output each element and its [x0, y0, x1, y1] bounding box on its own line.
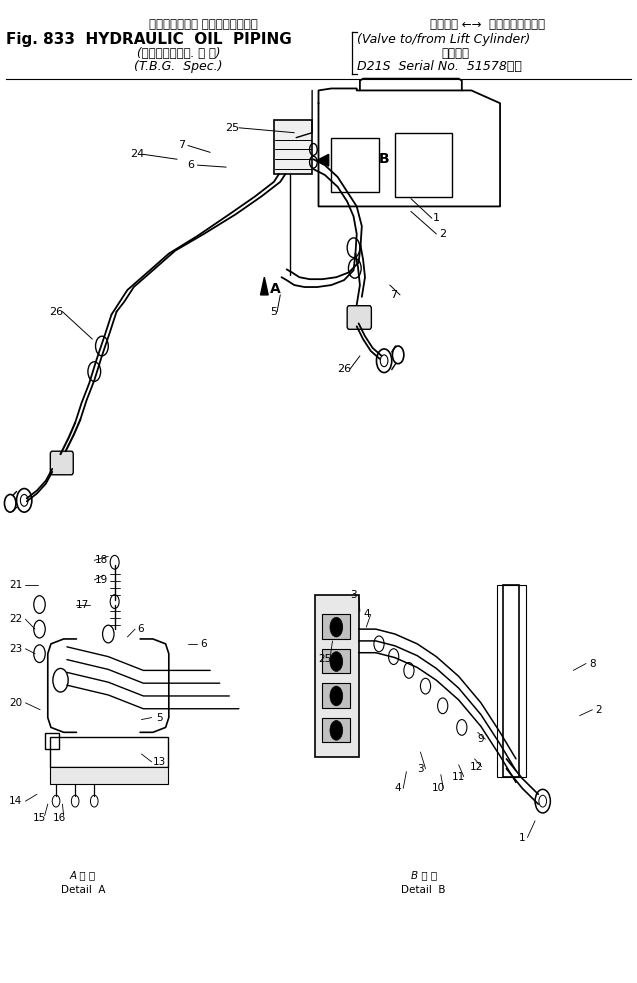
Text: Detail  A: Detail A	[61, 885, 105, 895]
Bar	[322, 718, 350, 742]
Text: Detail  B: Detail B	[401, 885, 446, 895]
Text: 3: 3	[417, 764, 424, 774]
Text: 2: 2	[439, 229, 447, 239]
Bar	[274, 120, 312, 174]
Circle shape	[330, 652, 343, 671]
Text: (ティービージー. 仕 様): (ティービージー. 仕 様)	[136, 46, 220, 60]
Text: 6: 6	[137, 624, 143, 634]
Text: 25: 25	[318, 654, 331, 664]
Text: 6: 6	[201, 639, 207, 649]
Text: (T.B.G.  Spec.): (T.B.G. Spec.)	[134, 60, 222, 74]
Text: (Valve to/from Lift Cylinder): (Valve to/from Lift Cylinder)	[357, 32, 530, 46]
Text: B: B	[379, 152, 390, 166]
Bar	[50, 767, 168, 784]
Polygon shape	[317, 154, 329, 166]
Bar	[50, 737, 168, 767]
Text: 26: 26	[49, 307, 63, 317]
Text: 1: 1	[519, 833, 526, 842]
Text: 11: 11	[452, 772, 465, 781]
Text: 15: 15	[33, 813, 46, 823]
Text: A: A	[269, 282, 280, 296]
Text: 17: 17	[76, 600, 89, 609]
Text: B 詳 細: B 詳 細	[410, 870, 437, 880]
Bar	[45, 733, 59, 749]
Text: 21: 21	[10, 580, 22, 590]
Text: Fig. 833  HYDRAULIC  OIL  PIPING: Fig. 833 HYDRAULIC OIL PIPING	[6, 31, 292, 47]
Text: 10: 10	[432, 783, 445, 793]
Bar	[395, 133, 452, 197]
Text: 23: 23	[10, 644, 22, 654]
Circle shape	[330, 617, 343, 637]
Text: 5: 5	[156, 713, 162, 723]
Bar	[322, 614, 350, 639]
Bar	[322, 649, 350, 673]
Circle shape	[330, 686, 343, 706]
Text: 16: 16	[53, 813, 66, 823]
Bar	[503, 585, 519, 777]
Text: 25: 25	[225, 123, 240, 133]
Text: 14: 14	[10, 796, 22, 806]
Bar	[315, 595, 359, 757]
FancyBboxPatch shape	[50, 451, 73, 475]
Text: ハイドロリック オイルパイピング: ハイドロリック オイルパイピング	[150, 18, 258, 31]
Text: 4: 4	[363, 609, 369, 619]
Bar	[497, 585, 526, 777]
Text: 7: 7	[178, 141, 185, 150]
Text: 13: 13	[153, 757, 166, 767]
Text: 22: 22	[10, 614, 22, 624]
Text: （バルブ ←→  リフトシリンダ）: （バルブ ←→ リフトシリンダ）	[430, 18, 545, 31]
Text: 2: 2	[596, 705, 602, 715]
Text: 8: 8	[589, 659, 596, 668]
Text: 適用号機: 適用号機	[441, 46, 469, 60]
Text: 6: 6	[188, 160, 194, 170]
FancyBboxPatch shape	[347, 306, 371, 329]
Circle shape	[330, 721, 343, 740]
Text: 9: 9	[478, 734, 484, 744]
Text: 24: 24	[130, 149, 144, 159]
Text: 5: 5	[271, 307, 277, 317]
Bar	[331, 138, 379, 192]
Text: 18: 18	[96, 555, 108, 565]
Text: 1: 1	[433, 213, 440, 223]
Polygon shape	[261, 277, 268, 295]
Text: 19: 19	[96, 575, 108, 585]
Bar	[322, 683, 350, 708]
Text: 20: 20	[10, 698, 22, 708]
Text: D21S  Serial No.  51578～）: D21S Serial No. 51578～）	[357, 60, 522, 74]
Text: 26: 26	[337, 364, 351, 374]
Text: A 詳 細: A 詳 細	[69, 870, 96, 880]
Text: 12: 12	[470, 762, 483, 772]
Text: 3: 3	[350, 590, 357, 600]
Text: 4: 4	[395, 783, 401, 793]
Text: 7: 7	[390, 290, 397, 300]
